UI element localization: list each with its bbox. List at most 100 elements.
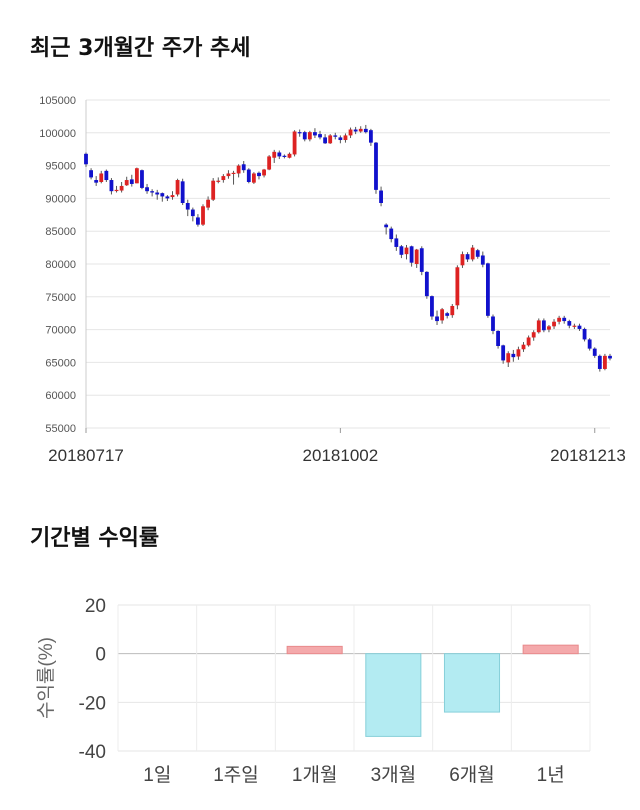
y-tick-label: 70000 xyxy=(45,325,76,337)
candle-body xyxy=(206,199,211,208)
candle-body xyxy=(435,316,439,322)
candle-body xyxy=(536,320,541,333)
candle-body xyxy=(277,152,282,157)
candle-body xyxy=(475,250,480,257)
candle-body xyxy=(368,130,373,143)
candle-body xyxy=(262,169,266,176)
y-tick-label: -20 xyxy=(79,693,106,714)
bar xyxy=(443,653,501,713)
x-tick-label: 3개월 xyxy=(371,764,417,786)
candle-body xyxy=(511,353,516,358)
candle-body xyxy=(562,317,567,322)
candle-body xyxy=(455,267,460,306)
candle-body xyxy=(292,131,297,155)
candle-body xyxy=(358,128,363,132)
candle-body xyxy=(363,128,368,133)
price-candlestick-chart: 55000 60000 65000 70000 75000 80000 85000 90000… xyxy=(39,95,626,465)
candle-body xyxy=(216,180,221,182)
x-tick-label: 20181002 xyxy=(303,446,379,465)
candle-body xyxy=(394,238,399,247)
candle-body xyxy=(196,217,200,225)
candle-body xyxy=(114,189,119,192)
candle-body xyxy=(460,254,465,266)
candle-body xyxy=(84,153,88,165)
x-tick-label: 20181213 xyxy=(550,446,626,465)
candle-body xyxy=(140,170,144,188)
x-tick-label: 1일 xyxy=(143,764,171,786)
candle-body xyxy=(379,190,383,203)
candle-body xyxy=(577,325,582,329)
period-returns-bar-chart: 20 0 -20 -40 1일 1주일 1개월 3개월 6개월 1년 수익률(%) xyxy=(35,596,591,786)
candle-body xyxy=(145,187,149,192)
candle-body xyxy=(419,248,424,272)
y-tick-label: 55000 xyxy=(45,423,76,435)
candle-body xyxy=(297,132,302,134)
candle-body xyxy=(430,296,434,317)
candle-body xyxy=(226,173,231,177)
candle-body xyxy=(521,344,526,350)
candle-body xyxy=(323,137,328,144)
candle-body xyxy=(491,316,495,331)
candle-body xyxy=(557,317,562,322)
candle-body xyxy=(282,155,287,157)
y-tick-label: 80000 xyxy=(45,259,76,271)
candle-body xyxy=(94,180,99,183)
candle-body xyxy=(338,137,343,141)
bar xyxy=(286,645,343,655)
price-trend-title: 최근 3개월간 주가 추세 xyxy=(30,36,251,61)
y-tick-label: 105000 xyxy=(39,95,76,107)
candle-body xyxy=(231,172,236,175)
x-tick-label: 1주일 xyxy=(213,764,259,786)
candle-body xyxy=(470,247,475,260)
candle-body xyxy=(124,180,129,186)
candle-body xyxy=(155,192,160,195)
y-tick-label: 0 xyxy=(95,645,106,666)
x-tick-label: 20180717 xyxy=(48,446,124,465)
candle-body xyxy=(465,254,470,260)
candle-body xyxy=(440,309,445,321)
candle-body xyxy=(287,153,292,158)
candle-body xyxy=(587,339,592,349)
candle-body xyxy=(547,326,551,330)
y-tick-label: -40 xyxy=(79,742,106,763)
candle-body xyxy=(526,337,531,346)
candle-body xyxy=(374,142,378,190)
candle-body xyxy=(516,349,521,357)
candle-body xyxy=(134,168,139,184)
candle-body xyxy=(531,332,536,338)
y-tick-label: 85000 xyxy=(45,226,76,238)
candle-body xyxy=(333,135,338,137)
candle-body xyxy=(251,173,256,183)
candle-body xyxy=(409,246,414,263)
candle-body xyxy=(190,209,195,217)
candle-body xyxy=(384,224,389,228)
candle-body xyxy=(150,191,155,193)
candle-body xyxy=(592,348,597,356)
candle-body xyxy=(552,321,556,327)
candle-body xyxy=(445,313,450,316)
y-tick-label: 60000 xyxy=(45,390,76,402)
candle-body xyxy=(608,355,612,359)
y-tick-label: 65000 xyxy=(45,357,76,369)
candle-body xyxy=(221,176,226,181)
candle-body xyxy=(353,129,358,132)
x-tick-label: 1개월 xyxy=(292,764,338,786)
candle-body xyxy=(267,156,272,170)
candle-body xyxy=(603,355,607,369)
candle-body xyxy=(165,196,170,199)
candle-body xyxy=(201,206,205,225)
candle-body xyxy=(104,170,109,181)
candle-body xyxy=(567,321,572,326)
candle-body xyxy=(328,135,333,144)
candle-body xyxy=(307,132,312,140)
candle-body xyxy=(302,132,307,140)
y-axis-label: 수익률(%) xyxy=(35,637,57,719)
bar xyxy=(522,644,579,655)
candle-body xyxy=(450,305,455,316)
candle-body xyxy=(343,135,348,141)
candle-body xyxy=(170,195,175,198)
candle-body xyxy=(496,330,500,346)
candle-body xyxy=(348,129,353,136)
candle-body xyxy=(501,345,506,361)
y-tick-label: 75000 xyxy=(45,292,76,304)
